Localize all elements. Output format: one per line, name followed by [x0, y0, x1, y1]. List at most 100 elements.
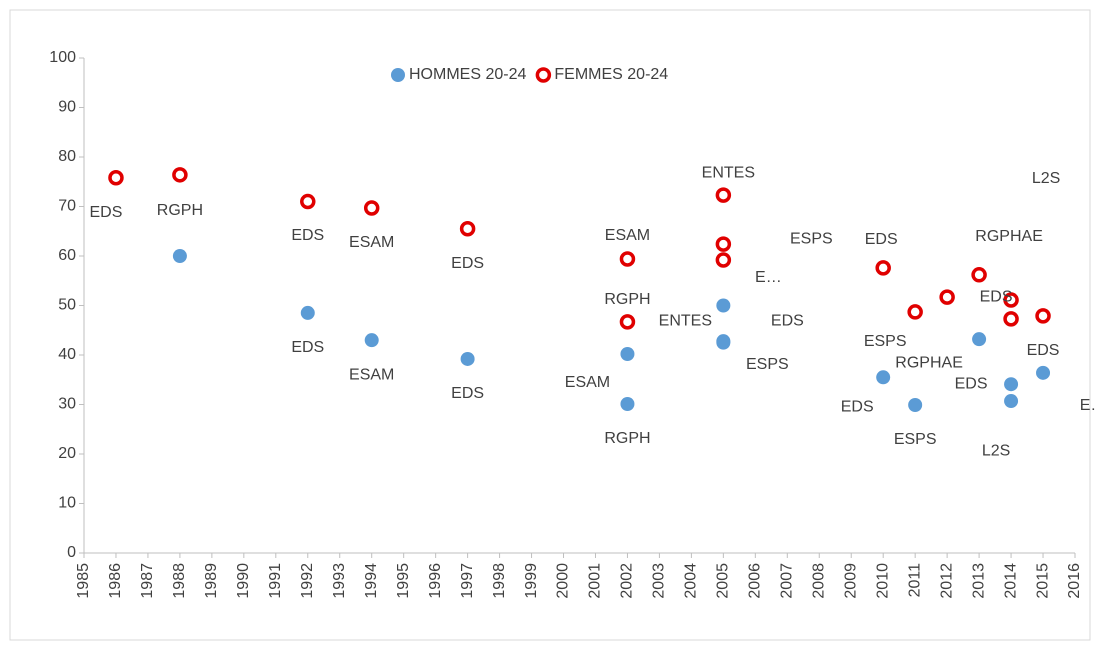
x-tick-label: 2009 [842, 563, 859, 599]
point [619, 314, 636, 330]
point [1003, 292, 1019, 308]
point [620, 347, 635, 362]
x-tick-label: 1999 [523, 563, 540, 599]
point-label: EDS [980, 288, 1013, 305]
x-tick-label: 2014 [1002, 563, 1019, 599]
x-tick-label: 2012 [938, 563, 955, 599]
x-tick-label: 1992 [299, 563, 316, 599]
y-tick-label: 10 [58, 495, 76, 512]
x-tick-label: 2010 [874, 563, 891, 599]
y-tick-label: 40 [58, 346, 76, 363]
x-tick-label: 1995 [395, 563, 412, 599]
point-label: ESPS [790, 230, 833, 247]
point-label: EDS [865, 231, 898, 248]
point [715, 252, 732, 268]
x-tick-label: 1987 [139, 563, 156, 599]
point [460, 351, 475, 366]
point-label: ESAM [565, 374, 610, 391]
point-label: ESAM [349, 234, 394, 251]
y-tick-label: 80 [58, 148, 76, 165]
point [1004, 377, 1019, 392]
x-tick-label: 1994 [363, 563, 380, 599]
point [972, 332, 987, 347]
x-tick-label: 1986 [107, 563, 124, 599]
point [715, 236, 732, 252]
point-label: EDS [451, 385, 484, 402]
y-tick-label: 90 [58, 99, 76, 116]
point [1003, 311, 1019, 327]
point-label: RGPH [604, 430, 650, 447]
x-tick-label: 2006 [747, 563, 764, 599]
x-tick-label: 2004 [683, 563, 700, 599]
x-tick-label: 2002 [619, 563, 636, 599]
point [939, 289, 955, 305]
point [875, 260, 891, 276]
x-tick-label: 1996 [427, 563, 444, 599]
point-label: EDS [841, 398, 874, 415]
x-tick-label: 1993 [331, 563, 348, 599]
point-label: RGPHAE [975, 228, 1043, 245]
x-tick-label: 2013 [970, 563, 987, 599]
point-label: EDS [291, 227, 324, 244]
point [971, 267, 987, 283]
x-tick-label: 1985 [75, 563, 92, 599]
point-label: ESPS [864, 333, 907, 350]
point-label: EDS [1027, 342, 1060, 359]
y-tick-label: 0 [67, 544, 76, 561]
point-label: ENTES [702, 164, 755, 181]
y-tick-label: 60 [58, 247, 76, 264]
point [1004, 394, 1019, 409]
point [716, 298, 731, 313]
point-label: ESAM [349, 366, 394, 383]
point-label: ENTES [659, 313, 712, 330]
y-tick-label: 100 [49, 49, 76, 66]
x-tick-label: 1998 [491, 563, 508, 599]
point [619, 251, 636, 267]
legend-label: HOMMES 20-24 [409, 66, 526, 83]
legend-label: FEMMES 20-24 [554, 66, 668, 83]
point [1035, 308, 1051, 324]
point-label: E… [755, 269, 782, 286]
y-tick-label: 70 [58, 198, 76, 215]
y-tick-label: 50 [58, 297, 76, 314]
point-label: ESPS [746, 356, 789, 373]
x-tick-label: 2015 [1034, 563, 1051, 599]
x-tick-label: 1989 [203, 563, 220, 599]
chart-frame [9, 9, 1091, 641]
point [1036, 365, 1051, 380]
x-tick-label: 2011 [906, 563, 923, 598]
point [876, 370, 891, 385]
point-label: RGPHAE [895, 354, 963, 371]
x-tick-label: 2005 [715, 563, 732, 599]
point [716, 335, 731, 350]
point [907, 304, 923, 320]
legend-marker [391, 68, 405, 82]
point [908, 397, 923, 412]
point [300, 193, 316, 210]
point-label: ESPS [894, 431, 937, 448]
x-tick-label: 1988 [171, 563, 188, 599]
x-tick-label: 2001 [587, 563, 604, 599]
point-label: L2S [1032, 170, 1060, 187]
point [172, 249, 187, 263]
point-label: E… [1080, 397, 1095, 414]
point [300, 305, 315, 320]
point-label: EDS [90, 204, 123, 221]
point-label: EDS [291, 339, 324, 356]
point-label: EDS [955, 375, 988, 392]
x-tick-label: 1997 [459, 563, 476, 599]
point [459, 221, 476, 237]
y-tick-label: 20 [58, 445, 76, 462]
point-label: RGPH [157, 202, 203, 219]
x-tick-label: 2007 [779, 563, 796, 599]
point-label: EDS [771, 312, 804, 329]
x-tick-label: 1991 [267, 563, 284, 599]
point-label: RGPH [604, 291, 650, 308]
x-tick-label: 1990 [235, 563, 252, 599]
point [620, 397, 635, 412]
x-tick-label: 2016 [1066, 563, 1083, 599]
point-label: EDS [451, 255, 484, 272]
legend-marker [535, 67, 552, 83]
point [172, 167, 188, 183]
